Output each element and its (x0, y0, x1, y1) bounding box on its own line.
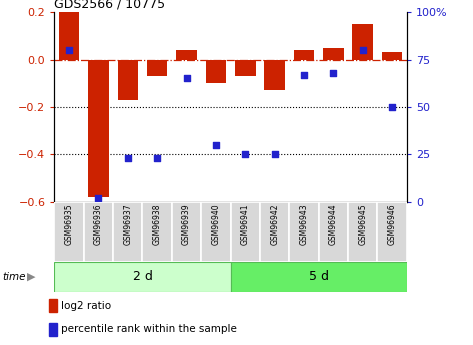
Point (95, 195, 102, 201)
Bar (352, 24, 373, 59)
Text: 5 d: 5 d (309, 270, 329, 283)
Text: GDS2566 / 10775: GDS2566 / 10775 (54, 0, 166, 11)
Bar (147, 59, 167, 76)
Text: GSM96943: GSM96943 (299, 204, 308, 245)
Bar (142, 202, 172, 262)
Text: GSM96942: GSM96942 (270, 204, 279, 245)
Text: GSM96944: GSM96944 (329, 204, 338, 245)
Text: GSM96937: GSM96937 (123, 204, 132, 245)
Bar (117, 59, 138, 100)
Bar (49, 323, 56, 336)
Text: GSM96945: GSM96945 (358, 204, 367, 245)
Text: GSM96936: GSM96936 (94, 204, 103, 245)
Bar (176, 50, 197, 59)
Bar (172, 202, 201, 262)
Bar (260, 202, 289, 262)
Bar (201, 202, 230, 262)
Text: GSM96939: GSM96939 (182, 204, 191, 245)
Bar (54, 202, 84, 262)
Point (212, 142, 219, 148)
Bar (289, 202, 319, 262)
Point (388, 104, 396, 110)
Bar (54, 262, 230, 292)
Bar (323, 48, 344, 59)
Point (183, 76, 190, 81)
Point (330, 70, 337, 76)
Bar (348, 202, 377, 262)
Point (124, 155, 131, 161)
Bar (382, 52, 403, 59)
Point (359, 47, 367, 53)
Point (153, 155, 161, 161)
Bar (88, 59, 109, 197)
Bar (377, 202, 407, 262)
Text: log2 ratio: log2 ratio (61, 301, 111, 310)
Bar (206, 59, 226, 83)
Bar (230, 262, 407, 292)
Bar (319, 202, 348, 262)
Point (242, 152, 249, 157)
Point (300, 72, 308, 78)
Text: GSM96938: GSM96938 (153, 204, 162, 245)
Bar (84, 202, 113, 262)
Text: GSM96935: GSM96935 (65, 204, 74, 245)
Text: time: time (2, 272, 26, 282)
Text: GSM96941: GSM96941 (241, 204, 250, 245)
Point (65, 47, 73, 53)
Text: GSM96946: GSM96946 (387, 204, 396, 245)
Text: percentile rank within the sample: percentile rank within the sample (61, 324, 237, 334)
Point (271, 152, 279, 157)
Text: 2 d: 2 d (132, 270, 152, 283)
Bar (230, 202, 260, 262)
Text: GSM96940: GSM96940 (211, 204, 220, 245)
Bar (235, 59, 255, 76)
Bar (294, 50, 314, 59)
Bar (264, 59, 285, 90)
Bar (49, 299, 56, 312)
Bar (59, 12, 79, 59)
Text: ▶: ▶ (27, 272, 36, 282)
Bar (113, 202, 142, 262)
